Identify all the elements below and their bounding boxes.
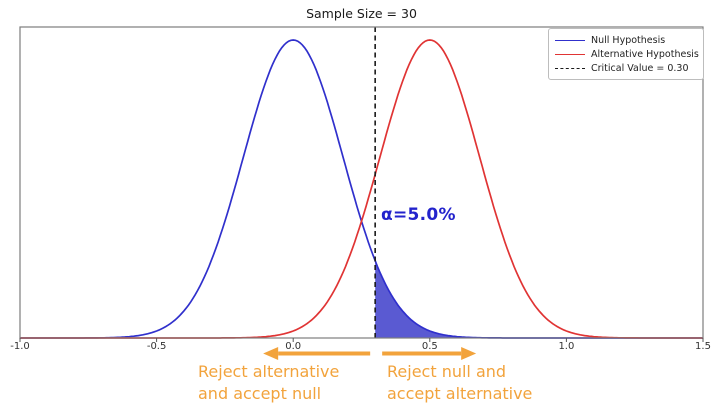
x-tick-label: -0.5 [146, 341, 167, 352]
null-hypothesis-curve [20, 39, 703, 339]
x-tick-label: 0.5 [421, 341, 438, 352]
caption-reject-alternative-line1: Reject alternative [198, 362, 340, 381]
chart-title: Sample Size = 30 [306, 6, 417, 21]
reject-alternative-arrow-icon [263, 347, 279, 360]
legend-label-null: Null Hypothesis [591, 34, 666, 46]
x-tick-label: 1.5 [695, 341, 711, 352]
reject-null-arrow-icon [461, 347, 477, 360]
alpha-shaded-region [375, 260, 703, 338]
caption-reject-null-line1: Reject null and [387, 362, 507, 381]
caption-reject-alternative: Reject alternative and accept null [198, 361, 339, 404]
x-tick-label: 1.0 [558, 341, 575, 352]
legend-label-critical: Critical Value = 0.30 [591, 62, 689, 74]
critical-value-dashed-line-icon [555, 67, 585, 69]
legend-entry-critical: Critical Value = 0.30 [555, 61, 697, 75]
alternative-hypothesis-line-icon [555, 53, 585, 55]
caption-reject-null-line2: accept alternative [387, 383, 533, 403]
legend-entry-null: Null Hypothesis [555, 33, 697, 47]
x-tick-label: -1.0 [10, 341, 30, 352]
plot-border [19, 26, 704, 339]
alpha-annotation: α=5.0% [381, 205, 456, 225]
x-tick-label: 0.0 [285, 341, 302, 352]
caption-reject-null: Reject null and accept alternative [387, 361, 532, 404]
legend: Null Hypothesis Alternative Hypothesis C… [548, 28, 704, 80]
legend-label-alternative: Alternative Hypothesis [591, 48, 699, 60]
legend-entry-alternative: Alternative Hypothesis [555, 47, 699, 61]
alternative-hypothesis-curve [20, 39, 703, 339]
null-hypothesis-line-icon [555, 39, 585, 41]
caption-reject-alternative-line2: and accept null [198, 383, 322, 403]
